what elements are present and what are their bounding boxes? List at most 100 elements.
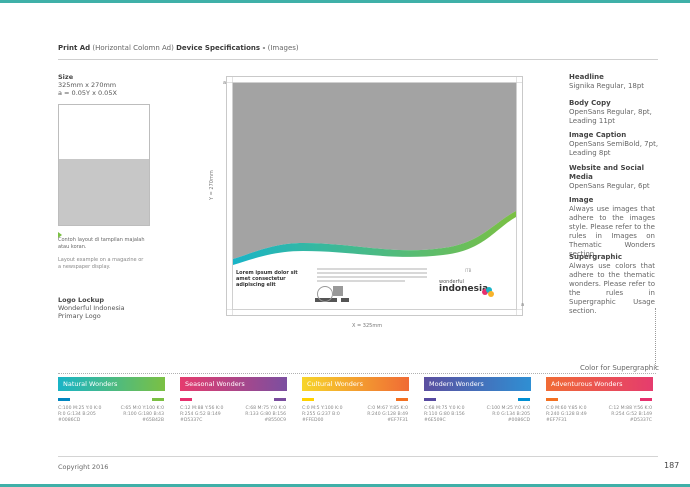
headline-label: Headline — [569, 73, 604, 81]
color-spec-line: R:255 G:237 B:0 — [302, 412, 340, 417]
color-spec-right: C:12 M:88 Y:56 K:0 R:254 G:52 B:149 #D5337… — [604, 406, 652, 424]
ad-headline: Lorem ipsum dolor sit amet consectetur a… — [236, 270, 298, 288]
website-label2: Media — [569, 173, 593, 181]
color-spec-right: C:100 M:25 Y:0 K:0 R:0 G:134 B:205 #0086CD — [482, 406, 530, 424]
color-spec-left: C:0 M:5 Y:100 K:0 R:255 G:237 B:0 #FFED00 — [302, 406, 343, 424]
dotted-guide-vertical — [655, 308, 656, 368]
spec-image-caption: Image Caption OpenSans SemiBold, 7pt, Le… — [569, 131, 658, 158]
footer-divider — [58, 456, 658, 457]
color-spec-line: R:240 G:128 B:49 — [367, 412, 408, 417]
color-spec-line: C:0 M:60 Y:85 K:0 — [546, 406, 587, 411]
color-swatch — [396, 398, 408, 401]
caption-id-line2: atau koran. — [58, 244, 87, 250]
ad-badge-icon — [317, 286, 333, 302]
color-spec-line: #0086CD — [58, 418, 81, 423]
top-accent-line — [0, 0, 690, 3]
color-spec-line: #0086CD — [507, 418, 530, 423]
dotted-guide-horizontal — [58, 373, 656, 374]
color-spec-line: R:254 G:52 B:149 — [180, 412, 221, 417]
color-spec-line: C:65 M:0 Y:100 K:0 — [120, 406, 164, 411]
logo-lockup-label: Logo Lockup — [58, 296, 105, 304]
thumbnail-image-area — [59, 159, 149, 225]
color-spec-line: #8550C9 — [264, 418, 286, 423]
color-spec-left: C:100 M:25 Y:0 K:0 R:0 G:134 B:205 #0086CD — [58, 406, 101, 424]
color-spec-line: R:0 G:134 B:205 — [492, 412, 530, 417]
dimension-x: X = 325mm — [352, 323, 383, 329]
page-number: 187 — [664, 461, 680, 470]
color-spec-line: #65B42B — [142, 418, 164, 423]
image-caption-label: Image Caption — [569, 131, 627, 139]
bottom-accent-line — [0, 484, 690, 487]
website-value: OpenSans Regular, 6pt — [569, 182, 650, 190]
color-spec-line: #EF7F31 — [387, 418, 408, 423]
caption-en-line2: a newspaper display. — [58, 264, 111, 270]
color-spec-line: #D5337C — [180, 418, 203, 423]
spec-website: Website and Social Media OpenSans Regula… — [569, 164, 650, 191]
supergraphic-value: Always use colors that adhere to the the… — [569, 262, 655, 315]
color-spec-line: R:0 G:134 B:205 — [58, 412, 96, 417]
color-swatch — [152, 398, 164, 401]
color-spec-left: C:68 M:75 Y:0 K:0 R:110 G:80 B:156 #6E509C — [424, 406, 465, 424]
copyright: Copyright 2016 — [58, 463, 109, 471]
color-band: Seasonal Wonders — [180, 377, 287, 391]
ad-logo-icon — [481, 283, 495, 297]
margin-marker-a-right: a — [521, 302, 525, 308]
ad-logo-brand: ITB — [465, 268, 472, 273]
image-caption-value2: Leading 8pt — [569, 149, 611, 157]
color-spec-line: C:0 M:5 Y:100 K:0 — [302, 406, 343, 411]
dimension-y: Y = 270mm — [209, 170, 215, 200]
color-swatch — [180, 398, 192, 401]
ad-page-preview: Lorem ipsum dolor sit amet consectetur a… — [232, 82, 517, 310]
size-line1: 325mm x 270mm — [58, 81, 117, 89]
color-swatch — [274, 398, 286, 401]
color-spec-line: #6E509C — [424, 418, 446, 423]
color-spec-line: C:100 M:25 Y:0 K:0 — [58, 406, 102, 411]
website-label1: Website and Social — [569, 164, 645, 172]
color-spec-line: C:12 M:88 Y:56 K:0 — [608, 406, 652, 411]
color-spec-left: C:12 M:88 Y:56 K:0 R:254 G:52 B:149 #D5337… — [180, 406, 223, 424]
header-divider — [58, 59, 658, 60]
size-line2: a = 0.05Y x 0.05X — [58, 89, 117, 97]
ad-qr-icon — [333, 286, 343, 296]
color-spec-line: #FFED00 — [302, 418, 324, 423]
color-band: Modern Wonders — [424, 377, 531, 391]
color-spec-right: C:68 M:75 Y:0 K:0 R:133 G:80 B:156 #8550C9 — [238, 406, 286, 424]
color-spec-line: R:254 G:52 B:149 — [611, 412, 652, 417]
color-band: Natural Wonders — [58, 377, 165, 391]
color-swatch — [518, 398, 530, 401]
image-value: Always use images that adhere to the ima… — [569, 205, 655, 258]
layout-thumbnail — [58, 104, 150, 226]
margin-marker-a: a — [223, 80, 227, 86]
color-band: Adventurous Wonders — [546, 377, 653, 391]
color-swatch — [58, 398, 70, 401]
spec-image: Image Always use images that adhere to t… — [569, 196, 655, 259]
logo-line2: Primary Logo — [58, 312, 101, 320]
caption-arrow-icon — [58, 232, 62, 238]
color-spec-right: C:0 M:67 Y:85 K:0 R:240 G:128 B:49 #EF7F31 — [360, 406, 408, 424]
image-label: Image — [569, 196, 594, 204]
color-spec-line: R:110 G:80 B:156 — [424, 412, 465, 417]
color-spec-line: R:240 G:128 B:49 — [546, 412, 587, 417]
page-title: Print Ad (Horizontal Colomn Ad) Device S… — [58, 44, 299, 52]
spec-headline: Headline Signika Regular, 18pt — [569, 73, 644, 91]
headline-value: Signika Regular, 18pt — [569, 82, 645, 90]
color-spec-line: C:68 M:75 Y:0 K:0 — [245, 406, 287, 411]
body-copy-value2: Leading 11pt — [569, 117, 615, 125]
color-spec-line: R:100 G:180 B:43 — [123, 412, 164, 417]
size-label: Size — [58, 73, 74, 81]
body-copy-label: Body Copy — [569, 99, 611, 107]
spec-supergraphic: Supergraphic Always use colors that adhe… — [569, 253, 655, 316]
logo-line1: Wonderful Indonesia — [58, 304, 125, 312]
caption-english: Layout example on a magazine or a newspa… — [58, 257, 143, 271]
caption-en-line1: Layout example on a magazine or — [58, 257, 144, 263]
color-spec-line: C:68 M:75 Y:0 K:0 — [424, 406, 465, 411]
size-block: Size 325mm x 270mm a = 0.05Y x 0.05X — [58, 73, 117, 97]
color-spec-line: #EF7F31 — [546, 418, 567, 423]
color-swatch — [640, 398, 652, 401]
supergraphic-label: Supergraphic — [569, 253, 622, 261]
color-spec-line: C:12 M:88 Y:56 K:0 — [180, 406, 224, 411]
ad-body-copy — [317, 268, 427, 284]
color-spec-line: C:100 M:25 Y:0 K:0 — [486, 406, 530, 411]
body-copy-value1: OpenSans Regular, 8pt, — [569, 108, 652, 116]
color-section-title: Color for Supergraphic — [580, 364, 660, 372]
